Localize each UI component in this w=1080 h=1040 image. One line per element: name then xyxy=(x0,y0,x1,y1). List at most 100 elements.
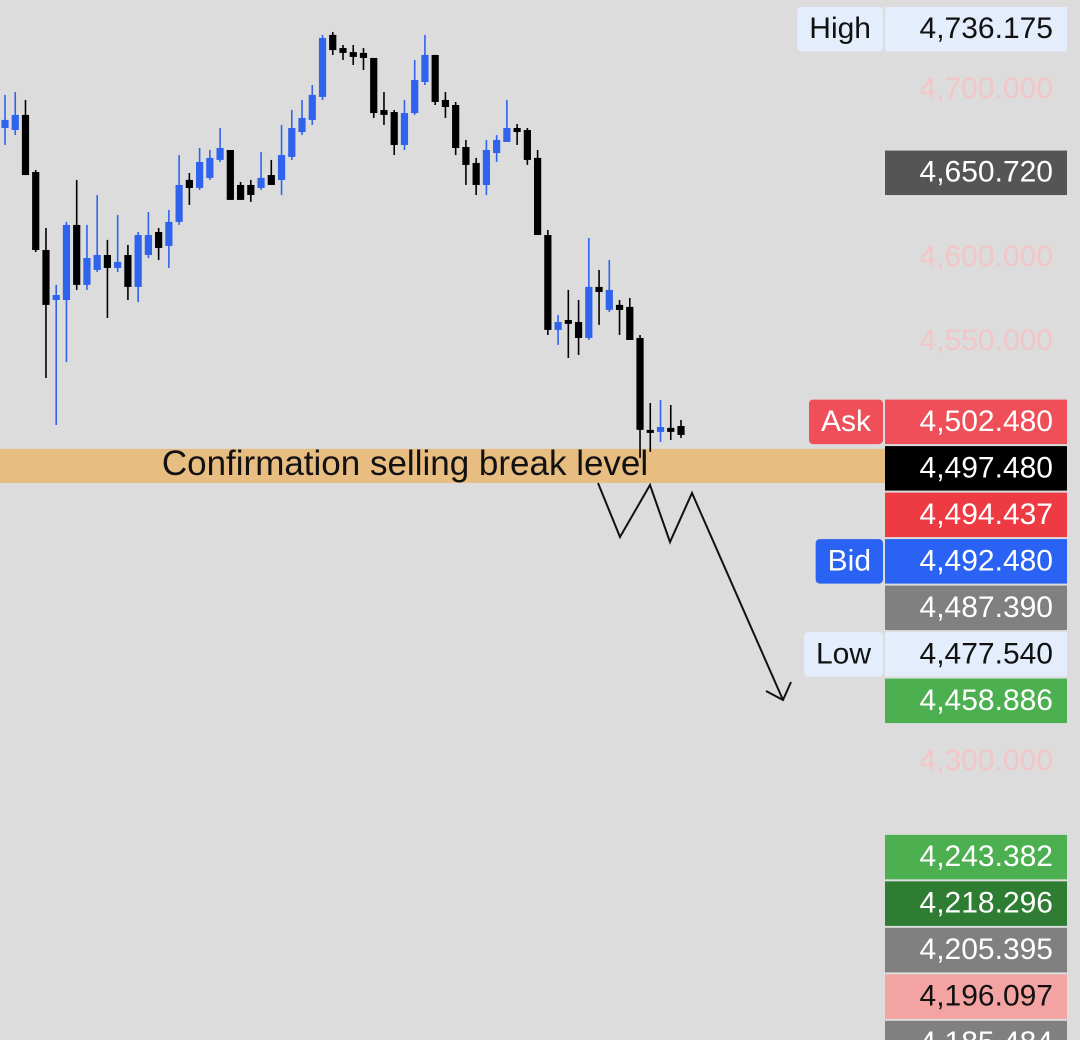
price-tag-label: 4,477.540 xyxy=(920,637,1053,670)
candle-body xyxy=(144,235,152,256)
candle-body xyxy=(267,175,275,185)
side-label: Ask xyxy=(821,405,872,438)
price-tag xyxy=(885,539,1067,584)
price-tag xyxy=(885,1020,1067,1040)
candle-body xyxy=(626,306,634,341)
price-tag xyxy=(885,585,1067,631)
candle-body xyxy=(298,117,306,133)
candle-body xyxy=(247,184,255,196)
price-tag xyxy=(885,678,1067,724)
candle-body xyxy=(226,150,234,200)
side-label-box xyxy=(815,539,883,584)
candle-body xyxy=(646,429,654,433)
candle-body xyxy=(431,54,439,102)
y-tick-label: 4,600.000 xyxy=(920,240,1053,273)
candle-body xyxy=(288,128,296,157)
price-tag xyxy=(885,927,1067,973)
candle-body xyxy=(421,54,429,82)
candle-body xyxy=(52,294,60,301)
candle-body xyxy=(1,119,9,129)
side-label: Bid xyxy=(828,544,871,577)
candle-body xyxy=(308,94,316,120)
candle-body xyxy=(42,249,50,305)
candle-body xyxy=(370,57,378,114)
y-tick-label: 4,700.000 xyxy=(920,72,1053,105)
price-tag-label: 4,650.720 xyxy=(920,156,1053,189)
price-tag xyxy=(885,150,1067,196)
arrow-head xyxy=(765,681,792,702)
candle-body xyxy=(677,426,685,435)
candle-body xyxy=(656,427,665,432)
price-tag-label: 4,502.480 xyxy=(920,405,1053,438)
price-tag xyxy=(885,881,1067,926)
side-label: Low xyxy=(816,637,871,670)
candle-body xyxy=(339,48,347,53)
price-tag-label: 4,185.484 xyxy=(920,1026,1053,1040)
candle-body xyxy=(277,155,286,180)
candles xyxy=(1,31,685,458)
candle-body xyxy=(472,162,480,185)
side-label-box xyxy=(803,632,883,677)
candle-body xyxy=(544,235,552,330)
price-tag xyxy=(885,492,1067,538)
candle-body xyxy=(216,147,224,160)
candle-body xyxy=(73,224,81,285)
y-tick-label: 4,550.000 xyxy=(920,324,1053,357)
break-level-band xyxy=(0,448,885,483)
price-tag xyxy=(885,974,1067,1019)
candle-body xyxy=(155,231,163,248)
candle-body xyxy=(318,37,327,97)
candle-body xyxy=(585,286,593,338)
candle-body xyxy=(441,99,450,108)
candle-body xyxy=(359,52,368,58)
candle-body xyxy=(615,304,624,310)
candle-body xyxy=(206,157,214,178)
candle-body xyxy=(667,427,675,432)
price-tag xyxy=(885,632,1067,677)
price-tag-label: 4,487.390 xyxy=(920,591,1053,624)
candle-body xyxy=(380,110,388,115)
price-tag-label: 4,492.480 xyxy=(920,544,1053,577)
candle-body xyxy=(11,114,19,131)
candle-body xyxy=(462,146,470,165)
candle-body xyxy=(636,337,644,430)
candle-body xyxy=(114,261,122,268)
candle-body xyxy=(503,128,511,142)
candle-body xyxy=(564,320,572,324)
candle-body xyxy=(83,258,91,285)
price-tag-label: 4,196.097 xyxy=(920,980,1053,1013)
candle-body xyxy=(523,130,531,160)
candle-body xyxy=(196,161,204,188)
candle-body xyxy=(185,179,193,188)
candle-body xyxy=(534,157,542,236)
y-tick-label: 4,300.000 xyxy=(920,744,1053,777)
candle-body xyxy=(605,289,613,310)
candle-body xyxy=(411,79,419,114)
annotation: Confirmation selling break level xyxy=(0,444,885,483)
candle-body xyxy=(493,139,501,154)
price-tag-label: 4,494.437 xyxy=(920,498,1053,531)
price-tag-label: 4,497.480 xyxy=(920,451,1053,484)
price-tag-label: 4,243.382 xyxy=(920,840,1053,873)
candle-body xyxy=(103,255,112,268)
candle-body xyxy=(165,221,173,246)
side-label-box xyxy=(808,399,883,445)
price-tag xyxy=(885,7,1067,52)
projection-arrow xyxy=(597,482,784,701)
side-label: High xyxy=(809,12,871,45)
price-tag xyxy=(885,446,1067,491)
price-tag-label: 4,205.395 xyxy=(920,933,1053,966)
candle-body xyxy=(574,322,583,338)
price-tags: 4,736.175 High 4,650.720 4,502.480 Ask 4,497.… xyxy=(797,7,1067,1040)
price-tag-label: 4,218.296 xyxy=(920,887,1053,920)
candle-body xyxy=(595,286,603,292)
candle-body xyxy=(124,255,132,287)
candle-body xyxy=(175,184,183,222)
candle-body xyxy=(257,177,265,188)
annotation-text: Confirmation selling break level xyxy=(162,444,648,483)
candle-body xyxy=(93,255,101,270)
candle-body xyxy=(513,128,521,133)
price-tag xyxy=(885,834,1067,880)
candle-body xyxy=(400,113,409,145)
